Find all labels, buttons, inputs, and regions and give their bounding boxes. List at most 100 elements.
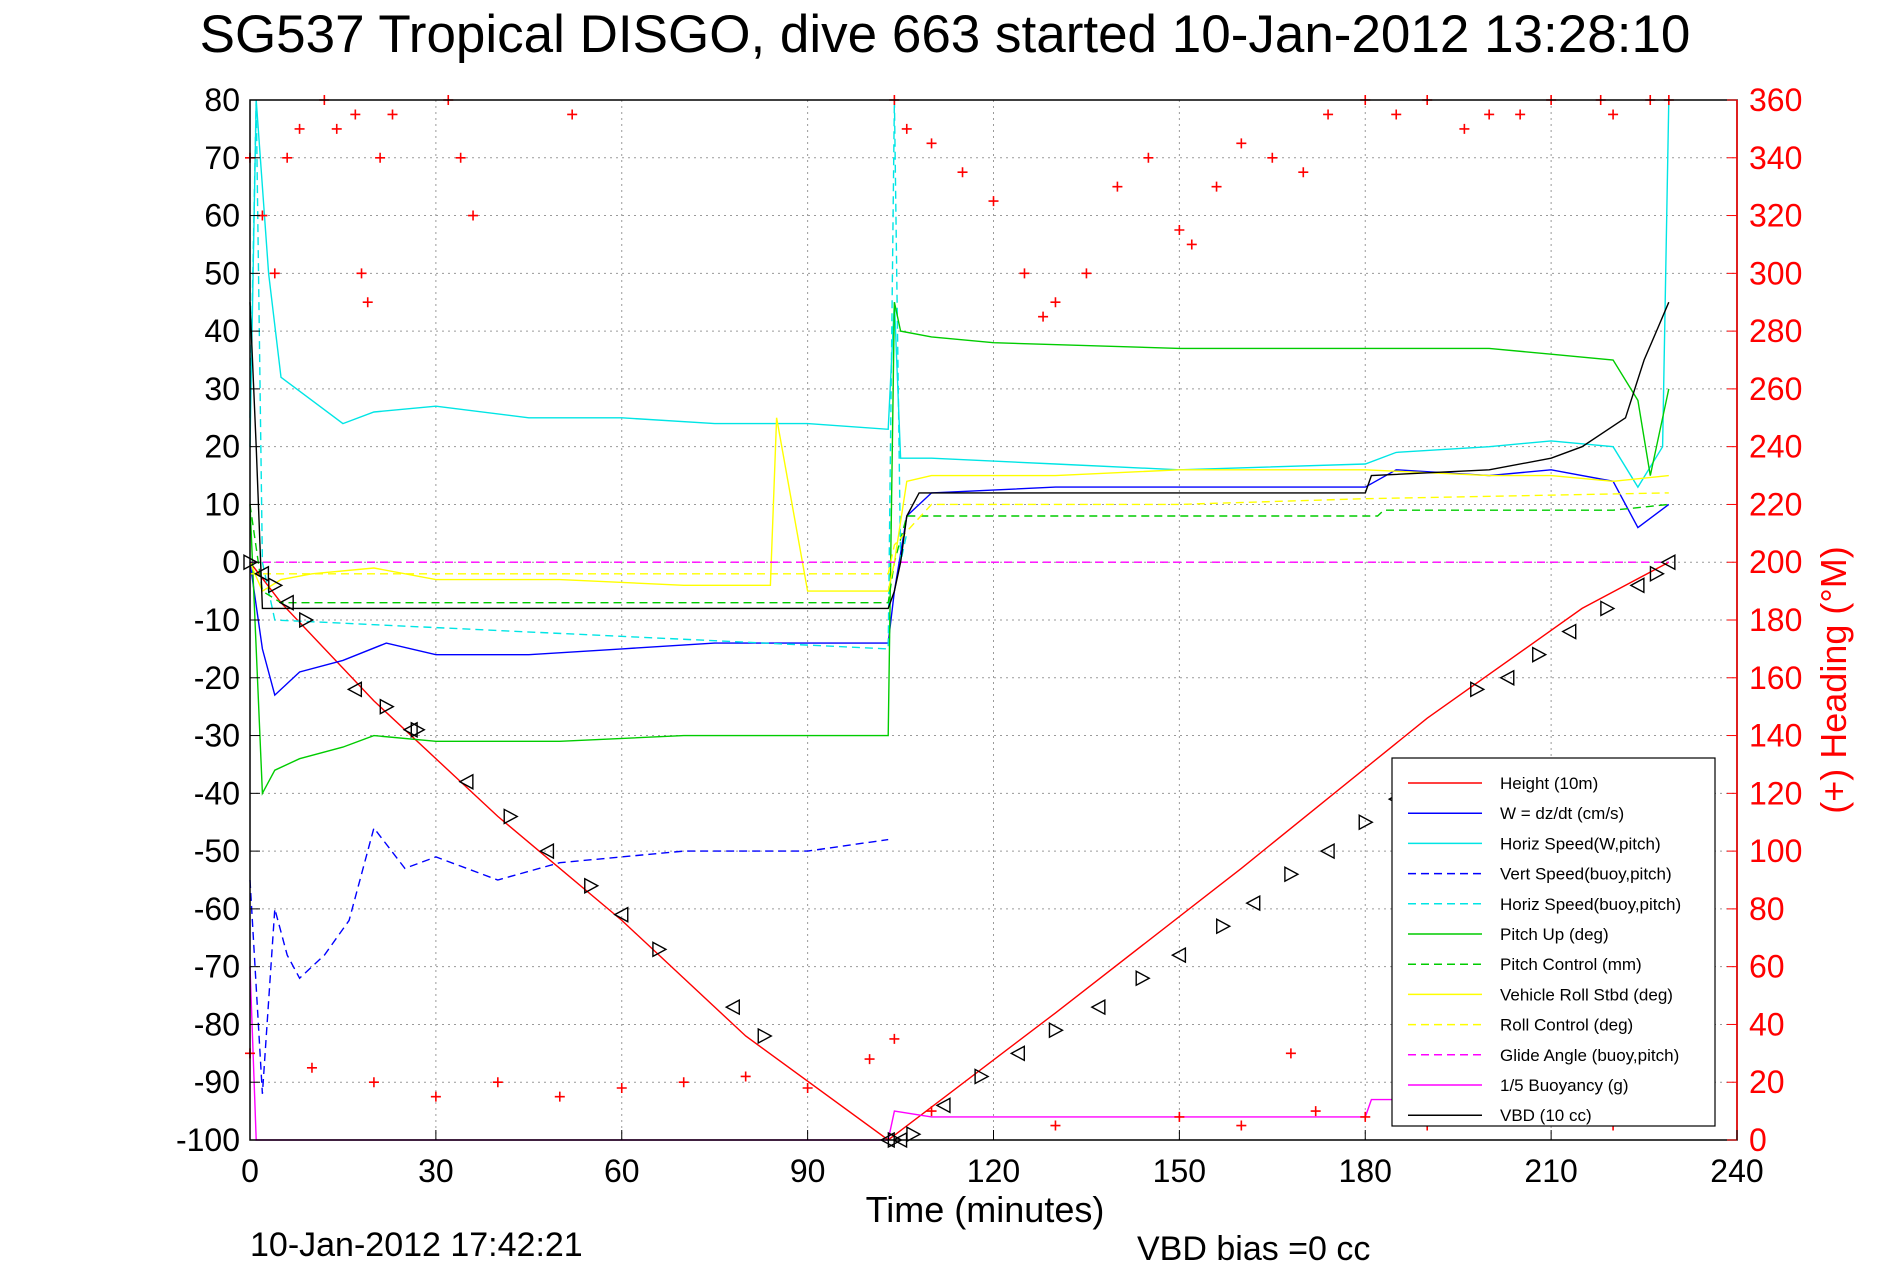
legend: Height (10m) W = dz/dt (cm/s) Horiz Speed(… xyxy=(1391,757,1716,1127)
height-marker xyxy=(299,611,315,629)
height-marker xyxy=(1532,646,1548,663)
y2-tick-label: 240 xyxy=(1749,429,1802,465)
heading-point xyxy=(740,1071,751,1082)
heading-point xyxy=(1323,109,1334,120)
heading-point xyxy=(678,1077,689,1088)
heading-point xyxy=(988,196,999,207)
x-tick-label: 210 xyxy=(1524,1153,1577,1189)
legend-entry: Roll Control (deg) xyxy=(1500,1016,1633,1035)
series-vert-speed-buoy-pitch xyxy=(249,826,889,1094)
y-tick-label: 0 xyxy=(222,544,240,580)
x-tick-label: 90 xyxy=(790,1153,826,1189)
y-tick-label: 60 xyxy=(204,198,240,234)
legend-entry: Horiz Speed(buoy,pitch) xyxy=(1500,895,1681,914)
heading-point xyxy=(1174,225,1185,235)
height-marker xyxy=(268,577,284,594)
y2-tick-label: 360 xyxy=(1749,82,1802,118)
heading-point xyxy=(1236,1120,1247,1131)
height-marker xyxy=(410,721,426,738)
y-tick-label: 20 xyxy=(204,429,240,465)
height-marker xyxy=(906,1126,922,1143)
y2-tick-label: 200 xyxy=(1749,544,1802,580)
y2-tick-label: 220 xyxy=(1749,486,1802,522)
height-marker xyxy=(1135,970,1151,987)
x-tick-label: 240 xyxy=(1710,1153,1763,1189)
heading-point xyxy=(306,1062,317,1073)
height-marker xyxy=(584,877,600,894)
height-marker xyxy=(1170,946,1187,964)
heading-point xyxy=(901,123,912,134)
height-marker xyxy=(346,681,363,698)
legend-entry: Vehicle Roll Stbd (deg) xyxy=(1500,985,1673,1004)
height-marker xyxy=(1216,918,1232,935)
height-marker xyxy=(379,698,395,715)
heading-point xyxy=(1608,109,1619,120)
right-axis: 3603403203002802602402202001801601401201… xyxy=(1727,82,1802,1158)
heading-point xyxy=(1391,109,1402,120)
y2-tick-label: 60 xyxy=(1749,949,1785,985)
height-marker xyxy=(1048,1022,1064,1039)
heading-point xyxy=(1174,1111,1185,1122)
y-tick-label: -60 xyxy=(194,891,240,927)
y-tick-label: 10 xyxy=(204,486,240,522)
left-axis: 80 70 60 50 40 30 20 10 0 -10 -20 -30 -40 -50 -60 -70 -8… xyxy=(176,82,260,1158)
footer-timestamp: 10-Jan-2012 17:42:21 xyxy=(250,1226,583,1262)
heading-point xyxy=(282,152,293,163)
heading-point xyxy=(864,1054,875,1065)
height-marker xyxy=(613,906,629,923)
height-marker xyxy=(458,773,474,790)
y-tick-label: 40 xyxy=(204,313,240,349)
heading-point xyxy=(1211,181,1222,192)
x-tick-label: 0 xyxy=(241,1153,259,1189)
height-marker xyxy=(724,998,740,1016)
height-marker xyxy=(1561,623,1577,640)
y-tick-label: -10 xyxy=(194,602,240,638)
height-marker xyxy=(974,1068,990,1085)
heading-point xyxy=(387,109,398,120)
x-axis: 0 30 60 90 120 150 180 210 240 xyxy=(241,1130,1764,1189)
height-marker xyxy=(1629,577,1645,594)
y-tick-label: 70 xyxy=(204,140,240,176)
heading-point xyxy=(1186,239,1197,250)
y-tick-label: 80 xyxy=(204,82,240,118)
series-w-dz-dt-cm-s xyxy=(249,469,1670,697)
heading-point xyxy=(616,1083,627,1093)
y-tick-label: -20 xyxy=(194,660,240,696)
legend-entry: Height (10m) xyxy=(1500,774,1598,793)
y2-tick-label: 180 xyxy=(1749,602,1802,638)
legend-entry: Pitch Up (deg) xyxy=(1500,925,1609,944)
height-marker xyxy=(652,941,668,958)
heading-point xyxy=(368,1077,379,1088)
heading-point xyxy=(1310,1106,1321,1117)
heading-point xyxy=(554,1091,565,1102)
heading-point xyxy=(926,138,937,149)
height-marker xyxy=(253,565,270,582)
heading-point xyxy=(1050,1120,1061,1131)
height-marker xyxy=(1245,894,1261,912)
heading-point xyxy=(1112,181,1123,192)
height-marker xyxy=(538,842,555,860)
heading-point xyxy=(356,268,367,279)
heading-point xyxy=(468,210,479,221)
height-marker xyxy=(278,594,294,611)
y2-tick-label: 100 xyxy=(1749,833,1802,869)
y2-tick-label: 340 xyxy=(1749,140,1802,176)
heading-point xyxy=(492,1077,503,1088)
height-marker xyxy=(1660,554,1676,571)
series-roll-control-deg xyxy=(250,492,1669,575)
height-marker xyxy=(1090,998,1106,1016)
y2-tick-label: 160 xyxy=(1749,660,1802,696)
heading-point xyxy=(802,1083,813,1093)
legend-box xyxy=(1391,757,1716,1127)
height-marker xyxy=(1470,681,1486,698)
y2-tick-label: 300 xyxy=(1749,255,1802,291)
legend-entry: Vert Speed(buoy,pitch) xyxy=(1500,865,1672,884)
x-tick-label: 150 xyxy=(1153,1153,1206,1189)
x-tick-label: 120 xyxy=(967,1153,1020,1189)
heading-point xyxy=(926,1106,937,1117)
legend-entry: 1/5 Buoyancy (g) xyxy=(1500,1076,1629,1095)
y-tick-label: -40 xyxy=(194,775,240,811)
right-axis-label: (+) Heading (°M) xyxy=(1813,546,1854,813)
heading-point xyxy=(1019,268,1030,279)
heading-point xyxy=(1143,152,1154,163)
